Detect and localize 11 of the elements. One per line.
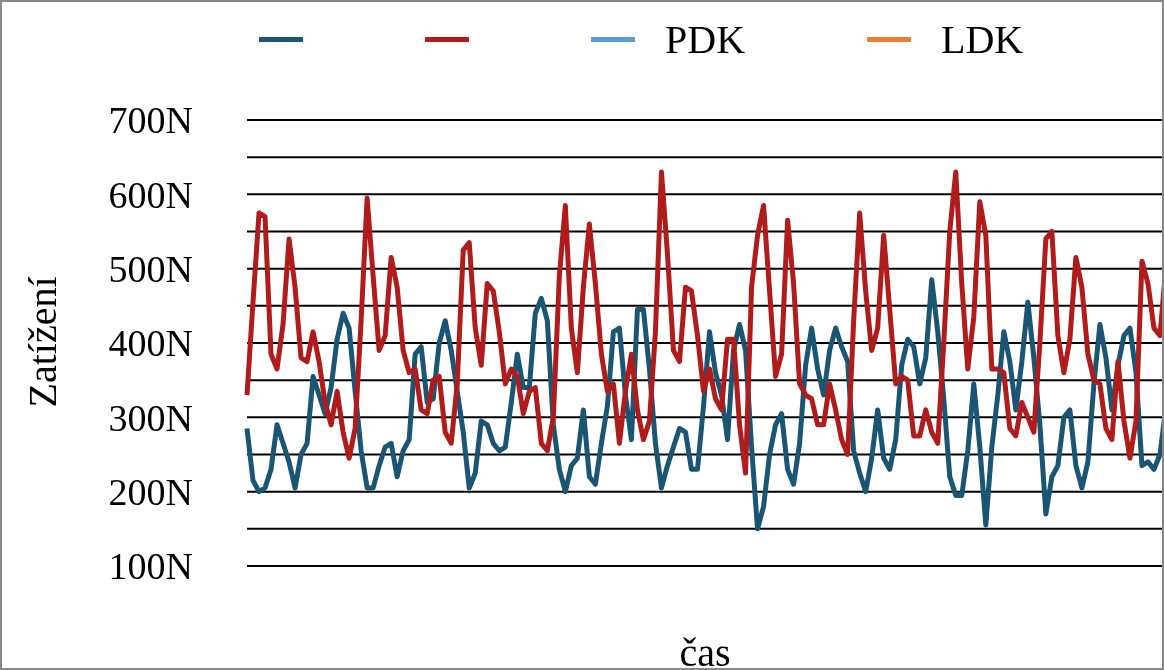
y-tick-label: 600N <box>108 173 193 216</box>
y-tick-label: 400N <box>108 322 193 365</box>
y-axis-title: Zatížení <box>18 276 66 408</box>
y-tick-label: 200N <box>108 471 193 514</box>
y-tick-label: 100N <box>108 545 193 588</box>
legend-label: PDK <box>665 16 746 63</box>
y-tick-label: 500N <box>108 248 193 291</box>
y-tick-label: 300N <box>108 396 193 439</box>
legend-label: LDK <box>941 16 1024 63</box>
x-axis-title: čas <box>679 628 731 670</box>
y-tick-label: 700N <box>108 99 193 142</box>
